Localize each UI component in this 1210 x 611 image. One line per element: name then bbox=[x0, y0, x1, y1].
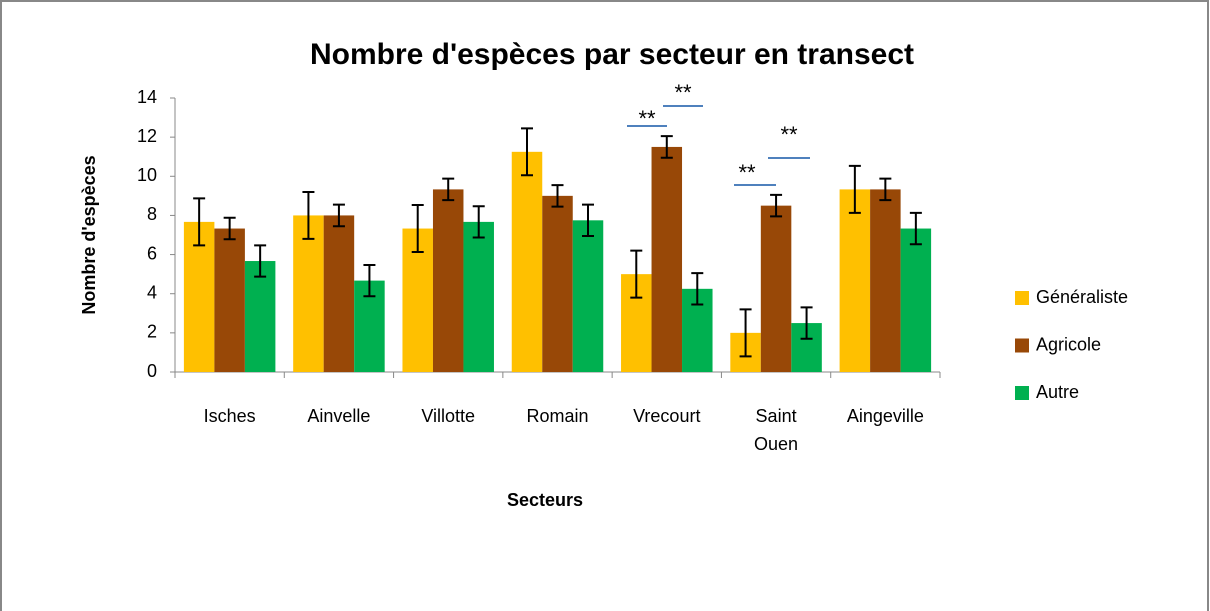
error-bar bbox=[848, 164, 861, 214]
bar bbox=[760, 205, 792, 372]
legend-swatch bbox=[1015, 291, 1029, 305]
error-bar bbox=[472, 205, 485, 239]
bar bbox=[214, 228, 245, 372]
x-tick-label: Villotte bbox=[421, 406, 476, 426]
x-tick-label: Isches bbox=[203, 406, 256, 426]
error-bar bbox=[193, 197, 206, 247]
error-bar bbox=[442, 177, 455, 202]
y-tick-label: 14 bbox=[137, 87, 157, 107]
y-tick-label: 2 bbox=[147, 322, 157, 342]
error-bar bbox=[363, 263, 376, 298]
y-tick-label: 6 bbox=[147, 243, 157, 263]
y-tick-label: 8 bbox=[147, 204, 157, 224]
chart-title: Nombre d'espèces par secteur en transect bbox=[310, 38, 914, 71]
annotation: ** bbox=[738, 160, 756, 185]
error-bar bbox=[770, 193, 783, 218]
bar bbox=[651, 146, 683, 372]
bar bbox=[900, 228, 932, 372]
error-bar bbox=[630, 249, 643, 299]
error-bar bbox=[411, 204, 424, 254]
annotation: ** bbox=[780, 122, 798, 147]
bar bbox=[323, 215, 355, 372]
bar bbox=[870, 189, 901, 372]
error-bar bbox=[739, 308, 752, 358]
x-tick-label: Aingeville bbox=[846, 406, 924, 426]
annotation: ** bbox=[674, 80, 692, 105]
legend-label: Autre bbox=[1036, 382, 1079, 402]
y-tick-label: 12 bbox=[137, 126, 157, 146]
error-bar bbox=[223, 216, 236, 241]
x-tick-label: Ainvelle bbox=[307, 406, 371, 426]
bar bbox=[183, 221, 215, 372]
legend-swatch bbox=[1015, 338, 1029, 353]
error-bar bbox=[582, 203, 594, 237]
significance-lines bbox=[627, 105, 810, 186]
bar bbox=[839, 189, 871, 372]
error-bar bbox=[332, 203, 345, 228]
error-bar bbox=[521, 127, 533, 177]
y-tick-label: 10 bbox=[137, 165, 157, 185]
bar bbox=[572, 220, 604, 372]
legend-label: Agricole bbox=[1036, 334, 1101, 354]
error-bar bbox=[691, 272, 704, 306]
error-bar bbox=[302, 190, 315, 240]
error-bar bbox=[909, 211, 922, 246]
annotation: ** bbox=[638, 106, 656, 131]
error-bar bbox=[800, 306, 813, 340]
error-bar bbox=[879, 177, 892, 202]
bar bbox=[463, 221, 494, 372]
y-axis-label: Nombre d'espèces bbox=[79, 155, 99, 314]
error-bar bbox=[660, 135, 673, 159]
bar bbox=[542, 195, 573, 372]
error-bar bbox=[551, 184, 564, 208]
y-tick-label: 0 bbox=[147, 361, 157, 381]
bar bbox=[511, 151, 543, 372]
x-tick-label: Romain bbox=[526, 406, 589, 426]
error-bar bbox=[254, 244, 267, 278]
x-axis-label: Secteurs bbox=[507, 490, 583, 510]
y-tick-label: 4 bbox=[147, 282, 157, 302]
bar bbox=[293, 215, 324, 372]
legend-label: Généraliste bbox=[1036, 287, 1128, 307]
bar bbox=[432, 189, 464, 372]
x-tick-label: Saint Ouen bbox=[754, 406, 799, 454]
legend-swatch bbox=[1015, 386, 1029, 400]
bar bbox=[244, 261, 276, 372]
x-tick-label: Vrecourt bbox=[633, 406, 701, 426]
